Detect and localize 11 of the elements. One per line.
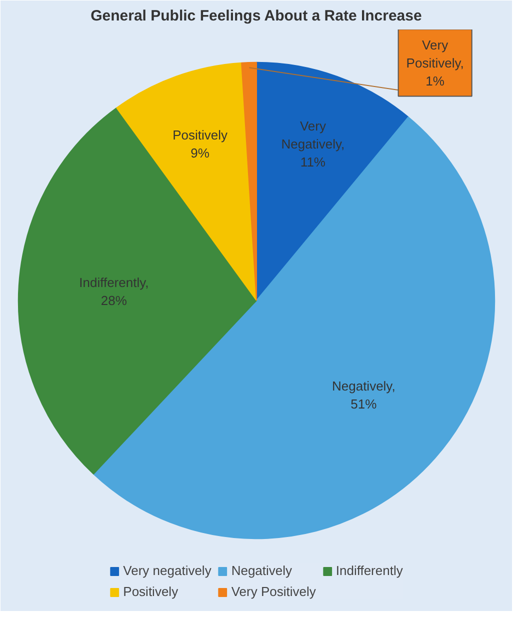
data-label: Very Negatively, 11% <box>281 118 345 170</box>
legend-label: Very negatively <box>123 563 212 578</box>
legend-label: Very Positively <box>231 584 316 599</box>
data-label: Very Positively, 1% <box>406 37 464 88</box>
data-label: Positively 9% <box>172 127 228 160</box>
data-label: Negatively, 51% <box>332 378 396 412</box>
legend-label: Positively <box>123 584 178 599</box>
legend-label: Indifferently <box>336 563 403 578</box>
legend-label: Negatively <box>231 563 292 578</box>
chart-title: General Public Feelings About a Rate Increase <box>90 8 422 24</box>
data-label: Indifferently, 28% <box>79 275 149 308</box>
